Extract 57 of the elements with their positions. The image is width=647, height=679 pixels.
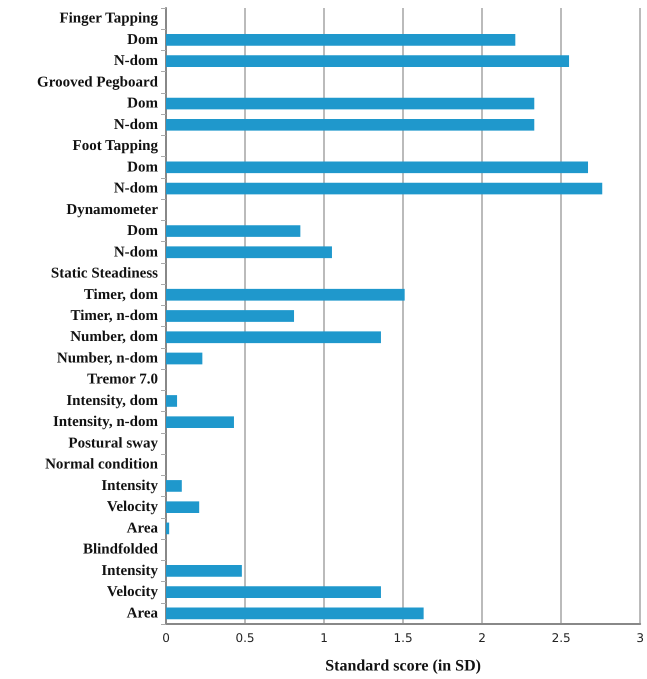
y-tick-label: Dom <box>127 223 159 240</box>
bar <box>166 118 534 131</box>
y-tick-label: Number, n-dom <box>56 350 158 366</box>
y-tick-label: Timer, dom <box>84 286 158 303</box>
y-tick-label: Dom <box>127 96 159 112</box>
y-tick-label: Number, dom <box>70 329 158 346</box>
bar <box>166 565 242 577</box>
y-tick-label: Dom <box>127 159 159 176</box>
x-tick-label: 3 <box>636 631 644 645</box>
y-tick-label: Intensity <box>101 478 158 494</box>
y-tick-label: Foot Tapping <box>72 138 158 154</box>
y-tick-label: Velocity <box>106 584 158 600</box>
y-tick-label: N-dom <box>114 180 158 197</box>
x-tick-label: 1 <box>320 631 328 645</box>
y-tick-label: Area <box>126 605 158 622</box>
bar <box>166 246 332 258</box>
bar <box>166 331 381 344</box>
y-tick-label: Tremor 7.0 <box>87 372 158 388</box>
y-tick-label: Finger Tapping <box>59 10 158 27</box>
x-tick-label: 1.5 <box>394 631 413 645</box>
y-tick-label: Grooved Pegboard <box>37 74 159 90</box>
y-tick-label: N-dom <box>114 53 158 70</box>
y-tick-label: Dom <box>127 32 159 48</box>
y-tick-label: Intensity, dom <box>66 392 158 409</box>
y-tick-label: Intensity, n-dom <box>52 414 158 430</box>
bar <box>166 352 202 364</box>
bar <box>166 161 588 174</box>
bar <box>166 501 200 514</box>
y-tick-label: Intensity <box>101 562 158 579</box>
y-tick-label: Velocity <box>106 499 158 516</box>
y-tick-label: Blindfolded <box>82 542 159 558</box>
bar <box>166 55 570 67</box>
y-tick-label: Timer, n-dom <box>70 308 158 324</box>
bar <box>166 480 182 492</box>
bar <box>166 182 602 194</box>
x-tick-label: 0.5 <box>235 631 255 645</box>
bar <box>166 586 381 598</box>
y-tick-label: Postural sway <box>68 435 158 452</box>
bar <box>166 416 234 428</box>
bar <box>166 34 516 46</box>
y-tick-label: Static Steadiness <box>50 266 158 282</box>
bar <box>166 288 405 301</box>
bar <box>166 225 300 237</box>
bar <box>166 608 424 620</box>
x-tick-label: 2 <box>478 631 486 645</box>
bar <box>166 522 170 534</box>
bar <box>166 98 534 110</box>
y-tick-label: Area <box>126 520 158 536</box>
y-tick-label: N-dom <box>114 244 158 260</box>
x-tick-label: 2.5 <box>552 631 571 645</box>
bar <box>166 310 294 322</box>
x-axis-title: Standard score (in SD) <box>325 658 481 674</box>
y-tick-label: Normal condition <box>45 456 159 473</box>
bar <box>166 395 178 407</box>
y-tick-label: Dynamometer <box>66 202 158 218</box>
y-tick-label: N-dom <box>114 116 158 133</box>
x-tick-label: 0 <box>162 631 170 645</box>
